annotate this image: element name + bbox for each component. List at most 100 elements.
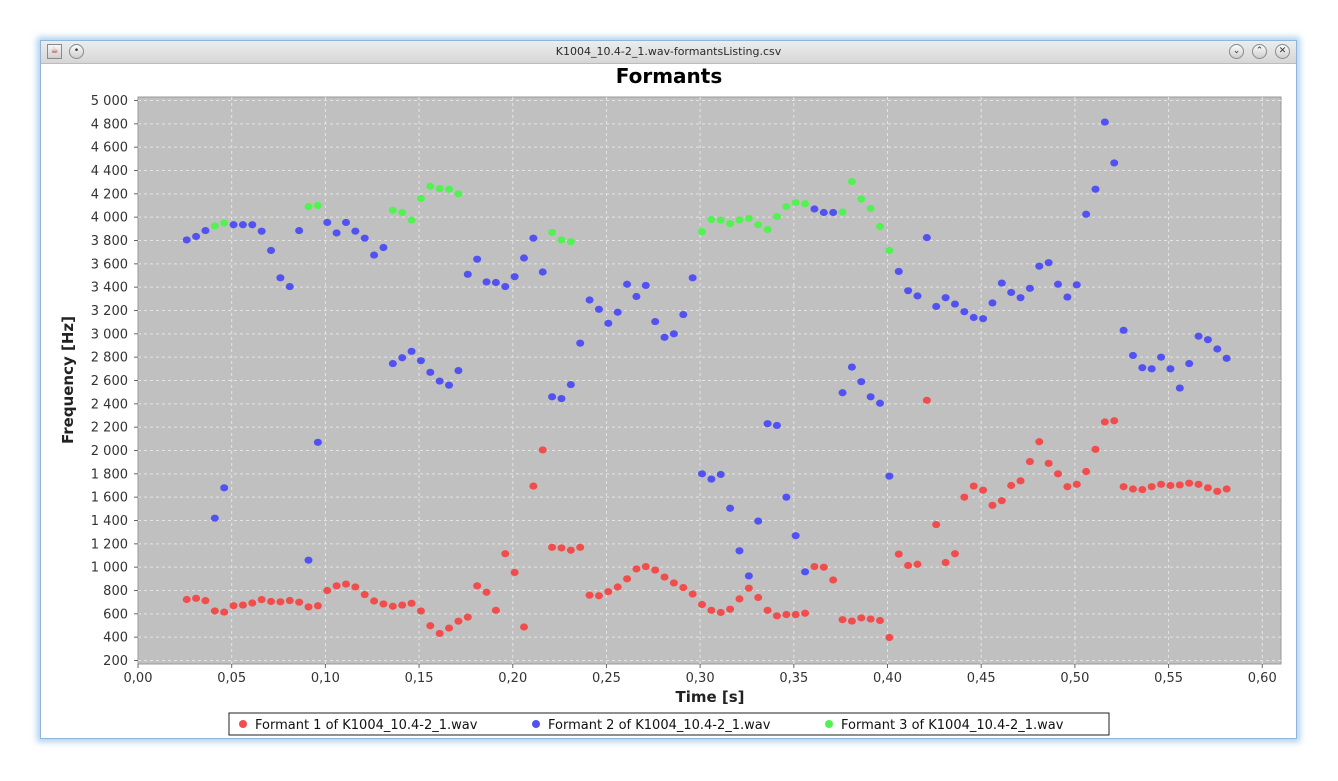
formant-3-point: [304, 203, 313, 211]
formant-1-point: [679, 583, 688, 592]
formant-2-point: [641, 281, 650, 290]
formant-2-point: [304, 556, 313, 564]
formant-2-point: [1044, 259, 1053, 267]
formant-1-point: [1054, 470, 1063, 478]
formant-1-point: [594, 592, 603, 600]
y-tick-label: 4 800: [91, 117, 128, 132]
formant-1-point: [538, 446, 547, 454]
formant-3-point: [435, 184, 444, 193]
y-tick-label: 800: [103, 584, 128, 599]
formant-2-point: [1054, 280, 1063, 288]
formant-1-point: [220, 608, 229, 616]
formant-1-point: [979, 486, 988, 494]
formant-1-point: [426, 622, 435, 630]
formant-1-point: [529, 482, 538, 490]
formant-2-point: [735, 547, 744, 555]
formant-1-point: [1194, 480, 1203, 488]
formant-1-point: [304, 603, 313, 611]
formant-1-point: [257, 596, 266, 604]
formant-1-point: [1185, 479, 1194, 487]
legend-label-formant-1: Formant 1 of K1004_10.4-2_1.wav: [255, 718, 478, 733]
formant-1-point: [782, 610, 791, 619]
formant-1-point: [388, 602, 397, 610]
formant-2-point: [501, 282, 510, 291]
formant-1-point: [969, 482, 978, 490]
legend-marker-formant-1: [239, 720, 247, 728]
formant-2-point: [1147, 365, 1156, 373]
formant-1-point: [351, 583, 360, 591]
formant-2-point: [473, 255, 482, 263]
formant-2-point: [688, 274, 697, 282]
formant-1-point: [1082, 467, 1091, 476]
formant-1-point: [707, 606, 716, 614]
formant-1-point: [791, 610, 800, 619]
y-tick-label: 4 600: [91, 141, 128, 156]
formant-2-point: [267, 246, 276, 255]
formant-1-point: [922, 396, 931, 404]
formant-1-point: [838, 616, 847, 624]
formant-3-point: [838, 208, 847, 216]
formant-2-point: [744, 572, 753, 580]
formant-1-point: [988, 501, 997, 509]
formant-1-point: [585, 591, 594, 599]
formant-2-point: [1166, 365, 1175, 373]
x-tick-label: 0,30: [686, 671, 715, 686]
formant-1-point: [1213, 487, 1222, 495]
formant-3-point: [426, 182, 435, 190]
chevron-up-icon[interactable]: ⌃: [1252, 44, 1267, 59]
formant-2-point: [1110, 159, 1119, 167]
x-tick-label: 0,50: [1060, 671, 1089, 686]
y-tick-label: 1 200: [91, 537, 128, 552]
formant-1-point: [669, 579, 678, 587]
formant-2-point: [482, 278, 491, 286]
formant-1-point: [857, 614, 866, 622]
formant-2-point: [1157, 353, 1166, 361]
formant-2-point: [913, 292, 922, 300]
formant-3-point: [210, 222, 219, 230]
formant-2-point: [726, 504, 735, 512]
formant-2-point: [763, 420, 772, 428]
formant-3-point: [707, 215, 716, 224]
y-tick-label: 2 800: [91, 351, 128, 366]
formant-1-point: [932, 520, 941, 529]
formant-3-point: [847, 177, 856, 186]
x-tick-label: 0,10: [311, 671, 340, 686]
formant-3-point: [388, 206, 397, 214]
formant-2-point: [613, 308, 622, 316]
formant-1-point: [341, 580, 350, 588]
formant-2-point: [257, 227, 266, 235]
formant-3-point: [407, 216, 416, 224]
formant-1-point: [1063, 483, 1072, 491]
formant-2-point: [1025, 284, 1034, 292]
formant-2-point: [519, 254, 528, 262]
formant-2-point: [1016, 294, 1025, 302]
formant-1-point: [1044, 459, 1053, 467]
x-tick-label: 0,45: [967, 671, 996, 686]
formant-2-point: [510, 273, 519, 281]
formant-1-point: [510, 568, 519, 577]
java-cup-icon[interactable]: ☕: [47, 44, 62, 59]
formant-1-point: [950, 550, 959, 558]
formant-2-point: [248, 221, 257, 229]
close-icon[interactable]: ✕: [1275, 44, 1290, 59]
dot-menu-icon[interactable]: •: [69, 44, 84, 59]
formant-2-point: [323, 218, 332, 227]
chevron-down-icon[interactable]: ⌄: [1229, 44, 1244, 59]
formant-1-point: [576, 543, 585, 551]
x-tick-label: 0,25: [592, 671, 621, 686]
formant-2-point: [407, 347, 416, 355]
formant-2-point: [576, 339, 585, 347]
formant-2-point: [1138, 364, 1147, 372]
formant-1-point: [313, 602, 322, 610]
formant-1-point: [519, 623, 528, 631]
formant-3-point: [698, 228, 707, 236]
y-tick-label: 4 200: [91, 187, 128, 202]
title-bar[interactable]: ☕ • K1004_10.4-2_1.wav-formantsListing.c…: [41, 41, 1296, 64]
y-tick-label: 2 400: [91, 397, 128, 412]
formant-1-point: [379, 600, 388, 608]
formant-3-point: [791, 198, 800, 207]
formant-2-point: [445, 381, 454, 389]
formant-2-point: [557, 394, 566, 403]
y-tick-label: 4 000: [91, 211, 128, 226]
